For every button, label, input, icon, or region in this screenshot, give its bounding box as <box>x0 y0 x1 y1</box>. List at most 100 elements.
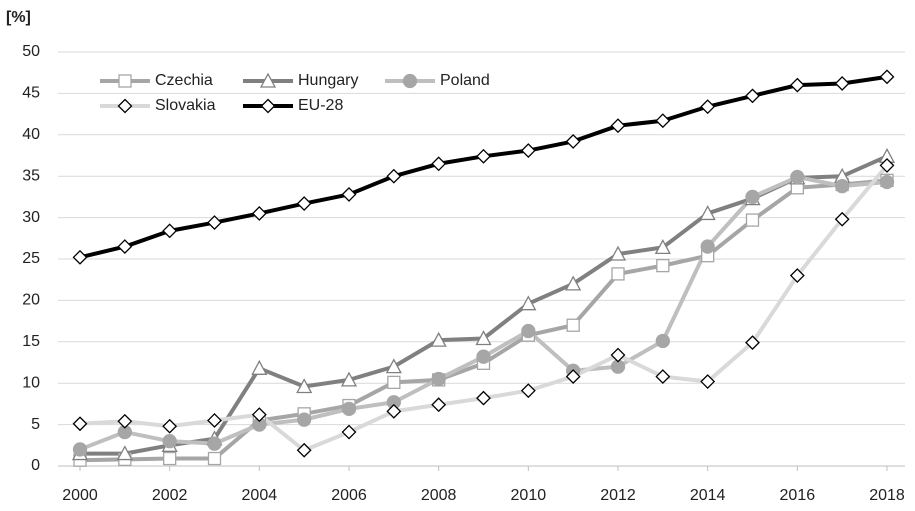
marker <box>72 249 88 265</box>
marker <box>790 169 805 185</box>
marker <box>385 358 402 374</box>
legend-label: Czechia <box>155 72 213 89</box>
x-tick-label: 2014 <box>690 487 726 504</box>
x-tick-label: 2010 <box>511 487 547 504</box>
marker <box>118 74 132 88</box>
marker <box>745 88 760 104</box>
marker <box>296 442 312 458</box>
y-tick-label: 45 <box>22 85 40 102</box>
marker <box>834 76 850 91</box>
marker <box>340 371 358 387</box>
marker <box>565 369 581 384</box>
marker <box>476 390 491 406</box>
marker <box>402 73 418 89</box>
marker <box>431 371 446 387</box>
marker <box>387 375 401 390</box>
x-tick-label: 2008 <box>421 487 457 504</box>
marker <box>431 397 447 413</box>
marker <box>521 323 536 339</box>
y-tick-label: 20 <box>22 292 40 309</box>
marker <box>655 113 671 129</box>
legend: Czechia Hungary Poland Slovakia EU-28 <box>100 72 490 114</box>
y-tick-label: 25 <box>22 250 40 267</box>
marker <box>879 174 895 190</box>
marker <box>700 239 715 254</box>
marker <box>879 69 895 85</box>
marker <box>117 413 133 429</box>
marker <box>162 434 177 449</box>
marker <box>879 158 895 173</box>
marker <box>610 118 626 134</box>
marker <box>655 369 671 384</box>
marker <box>699 205 716 221</box>
marker <box>520 143 536 158</box>
marker <box>117 239 133 254</box>
marker <box>565 134 581 149</box>
marker <box>341 401 357 417</box>
y-axis-label: [%] <box>6 9 31 26</box>
marker <box>163 451 177 466</box>
marker <box>259 72 277 88</box>
marker <box>207 413 222 428</box>
marker <box>162 223 178 239</box>
marker <box>700 99 716 115</box>
marker <box>520 383 536 399</box>
x-tick-label: 2006 <box>331 487 367 504</box>
marker <box>341 424 357 440</box>
legend-label: Hungary <box>298 72 358 89</box>
x-tick-label: 2002 <box>152 487 188 504</box>
marker <box>475 330 492 346</box>
marker <box>116 445 133 461</box>
y-tick-label: 10 <box>22 374 40 391</box>
marker <box>745 213 760 227</box>
marker <box>72 442 88 457</box>
marker <box>789 77 805 93</box>
marker <box>834 211 850 227</box>
marker <box>520 295 537 311</box>
legend-label: Slovakia <box>155 97 216 114</box>
x-tick-label: 2004 <box>242 487 278 504</box>
y-tick-label: 15 <box>22 333 40 350</box>
marker <box>609 245 627 261</box>
marker <box>251 206 267 221</box>
y-tick-label: 40 <box>22 126 40 143</box>
marker <box>476 349 491 364</box>
marker <box>835 178 850 194</box>
marker <box>162 418 178 434</box>
marker <box>431 156 447 172</box>
marker <box>72 416 88 432</box>
marker <box>700 374 716 389</box>
marker <box>207 215 222 230</box>
y-tick-label: 30 <box>22 209 40 226</box>
marker <box>745 189 760 205</box>
marker <box>207 451 222 466</box>
series-line <box>80 154 888 456</box>
y-tick-label: 5 <box>31 416 40 433</box>
x-tick-label: 2016 <box>780 487 816 504</box>
x-tick-label: 2000 <box>62 487 98 504</box>
marker <box>656 258 670 273</box>
marker <box>611 267 625 281</box>
x-tick-label: 2018 <box>869 487 905 504</box>
legend-label: EU-28 <box>298 97 343 114</box>
marker <box>745 335 760 351</box>
marker <box>386 168 402 184</box>
marker <box>654 239 671 255</box>
marker <box>386 403 402 419</box>
x-tick-label: 2012 <box>600 487 636 504</box>
marker <box>476 148 491 164</box>
marker <box>251 407 267 423</box>
y-tick-label: 0 <box>31 457 40 474</box>
marker <box>296 378 313 394</box>
marker <box>117 98 133 114</box>
marker <box>296 196 312 211</box>
marker <box>789 268 805 283</box>
marker <box>260 98 276 114</box>
y-tick-label: 35 <box>22 167 40 184</box>
marker <box>565 275 582 291</box>
marker <box>566 318 580 332</box>
marker <box>251 359 268 375</box>
marker <box>207 436 222 451</box>
marker <box>341 186 357 202</box>
